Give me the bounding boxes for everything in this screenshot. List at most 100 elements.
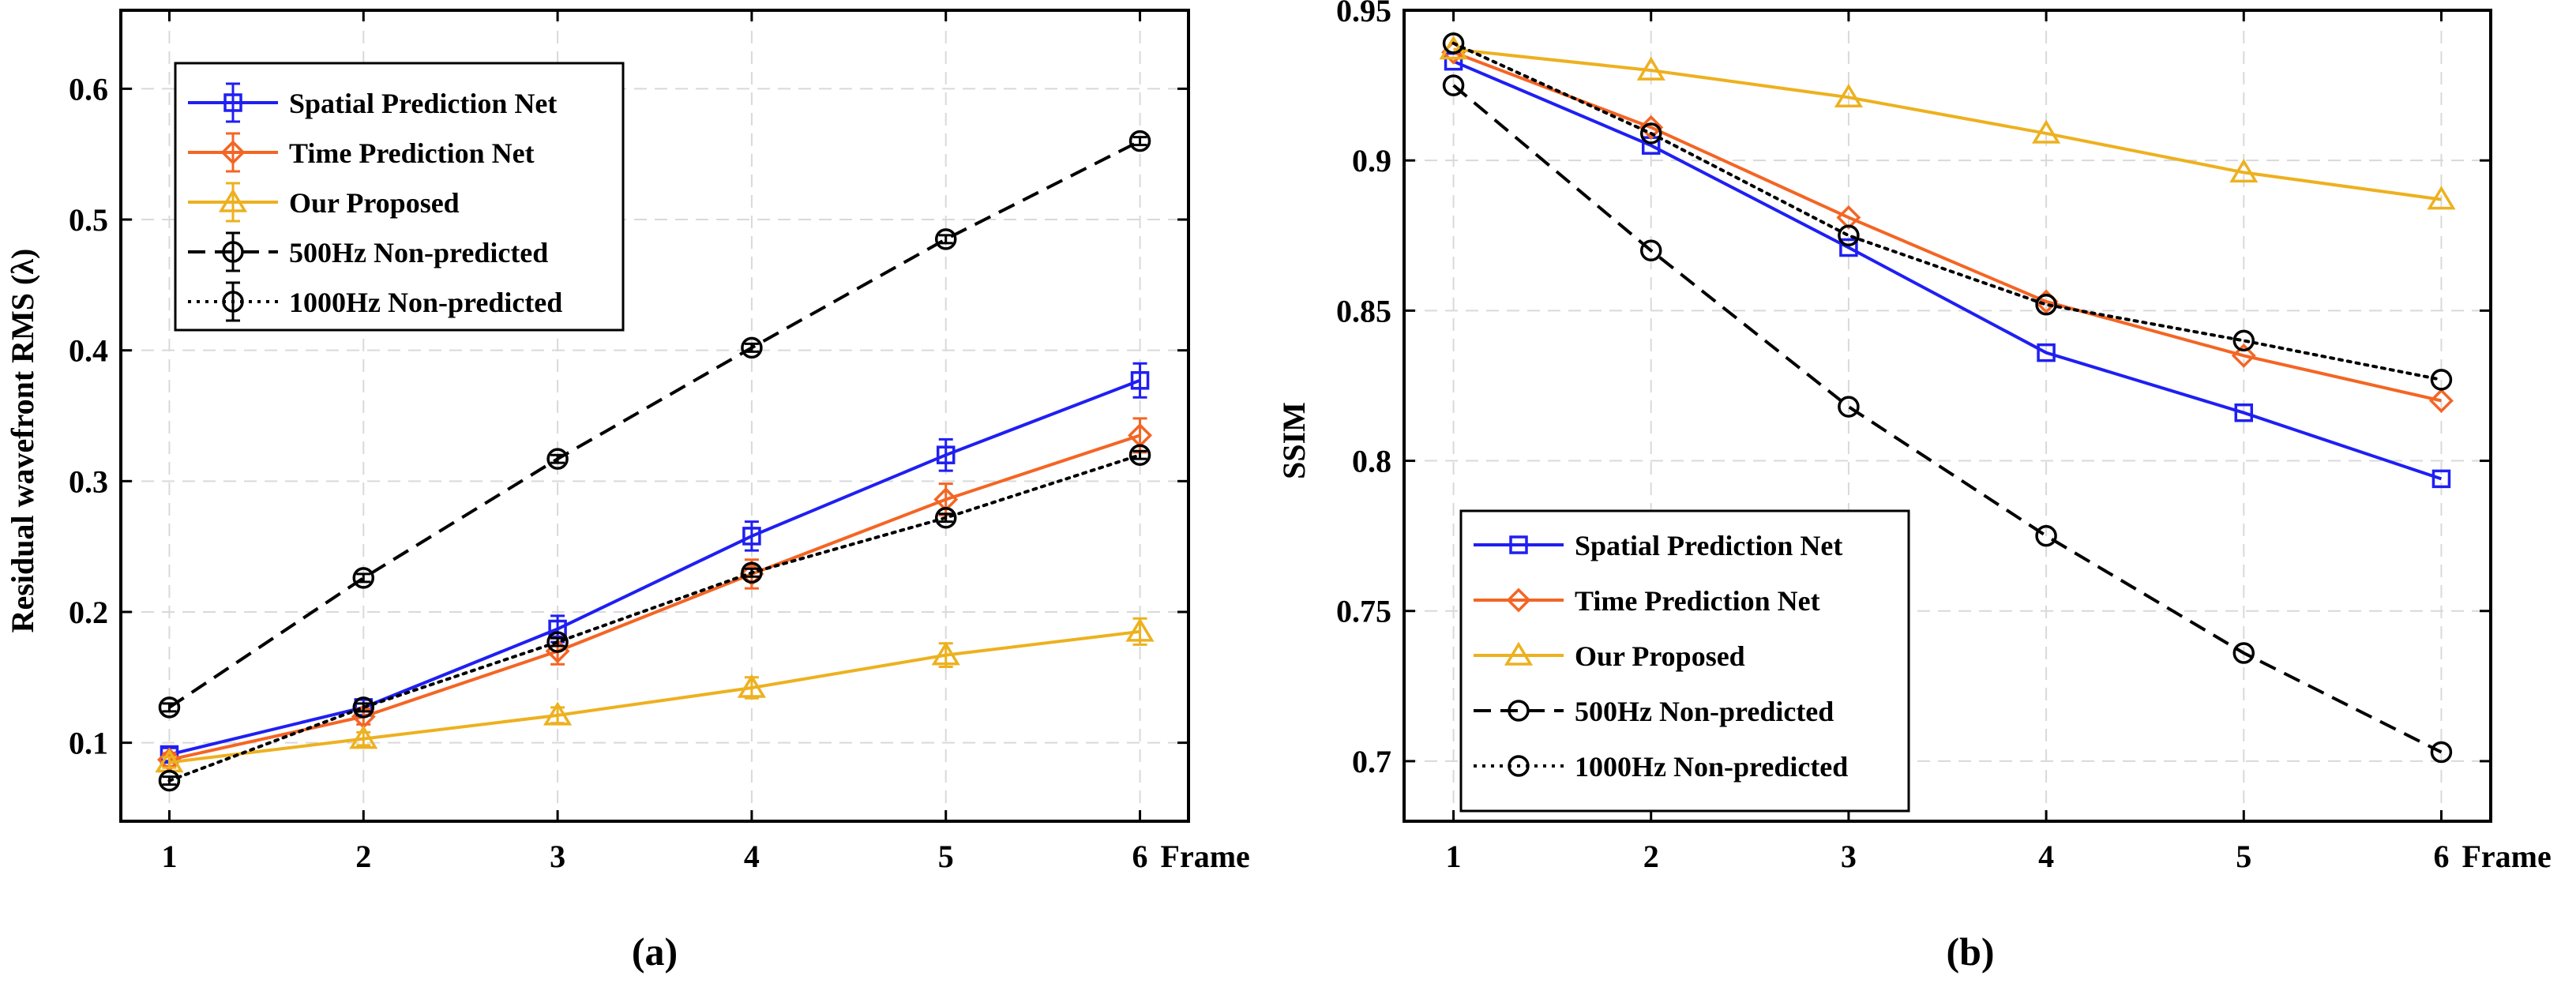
- legend-label: 500Hz Non-predicted: [289, 237, 548, 268]
- series-line: [169, 629, 1140, 764]
- legend: Spatial Prediction Net Time Prediction Ne…: [174, 62, 625, 332]
- y-tick-label: 0.6: [69, 71, 108, 107]
- data-point: [2430, 369, 2453, 391]
- x-tick-label: 6: [2433, 839, 2449, 874]
- data-point: [1834, 83, 1864, 108]
- data-point: [352, 696, 375, 719]
- panel-a-label: (a): [632, 929, 678, 974]
- data-point: [1128, 444, 1151, 466]
- y-tick-label: 0.4: [69, 333, 108, 369]
- data-point: [2229, 158, 2259, 183]
- series-line: [168, 139, 1141, 709]
- legend-swatch-marker: [223, 93, 242, 112]
- x-tick-label: 4: [2038, 839, 2054, 874]
- data-point: [931, 641, 960, 666]
- y-tick-label: 0.95: [1336, 0, 1391, 28]
- legend-swatch-marker: [1508, 755, 1530, 777]
- legend-label: Time Prediction Net: [289, 137, 535, 169]
- data-point: [546, 448, 569, 470]
- data-point: [548, 619, 567, 639]
- data-point: [2428, 389, 2454, 413]
- legend-label: 1000Hz Non-predicted: [1575, 751, 1848, 783]
- y-tick-label: 0.5: [69, 202, 108, 238]
- data-point: [2035, 524, 2057, 547]
- data-point: [546, 631, 569, 653]
- y-tick-label: 0.85: [1336, 293, 1391, 328]
- legend-label: Spatial Prediction Net: [1575, 530, 1842, 561]
- x-tick-label: 1: [161, 839, 177, 874]
- legend-swatch-marker: [1504, 641, 1534, 666]
- data-point: [2234, 403, 2254, 422]
- data-point: [933, 487, 959, 512]
- data-point: [1639, 114, 1664, 140]
- data-point: [741, 561, 763, 584]
- legend: Spatial Prediction Net Time Prediction Ne…: [1459, 509, 1910, 813]
- axes-box: [119, 9, 1190, 823]
- y-tick-label: 0.75: [1336, 594, 1391, 629]
- data-point: [1130, 371, 1150, 390]
- axes-box: [1403, 9, 2492, 823]
- data-point: [158, 769, 181, 792]
- series-spatial-prediction-net: [1444, 51, 2451, 489]
- data-point: [936, 445, 956, 464]
- x-tick-label: 3: [550, 839, 565, 874]
- series-our-proposed: [155, 617, 1155, 773]
- legend-box: [1459, 509, 1910, 813]
- data-point: [2232, 329, 2255, 352]
- data-point: [1838, 224, 1860, 247]
- series-line: [1452, 51, 2442, 403]
- series-line: [1451, 41, 2443, 381]
- legend-label: 500Hz Non-predicted: [1575, 696, 1834, 727]
- legend-swatch-marker: [1509, 535, 1528, 554]
- y-tick-label: 0.7: [1352, 744, 1391, 779]
- data-point: [1839, 238, 1858, 257]
- series-line: [167, 453, 1142, 783]
- series-line: [169, 434, 1141, 762]
- data-point: [737, 674, 766, 698]
- series-1000hz-non-predicted: [158, 444, 1151, 792]
- panel-b-label: (b): [1946, 929, 1994, 974]
- panel-a: (a) Residual wavefront RMS (λ) 1 2 3 4 5 6 Fra…: [5, 9, 1250, 974]
- data-point: [1125, 617, 1155, 642]
- y-tick-label: 0.9: [1352, 143, 1391, 178]
- legend-box: [174, 62, 625, 332]
- panel-b-y-axis-label: SSIM: [1276, 402, 1312, 479]
- data-point: [2431, 469, 2451, 489]
- data-point: [1636, 56, 1665, 81]
- x-tick-label: 5: [938, 839, 954, 874]
- data-point: [2031, 119, 2061, 144]
- legend-label: 1000Hz Non-predicted: [289, 287, 562, 318]
- data-point: [1128, 130, 1151, 152]
- series-line: [168, 378, 1141, 756]
- data-point: [2427, 186, 2456, 210]
- series-line: [1452, 84, 2443, 754]
- x-tick-label: 1: [1446, 839, 1462, 874]
- legend-swatch-marker: [1508, 700, 1530, 722]
- data-point: [1639, 239, 1662, 262]
- data-point: [934, 506, 957, 529]
- y-tick-label: 0.3: [69, 464, 108, 499]
- data-point: [2037, 343, 2056, 362]
- data-point: [934, 228, 957, 250]
- legend-label: Our Proposed: [1575, 640, 1745, 672]
- data-point: [2035, 294, 2057, 316]
- data-point: [158, 696, 181, 719]
- y-tick-label: 0.8: [1352, 444, 1391, 479]
- data-point: [1442, 32, 1465, 54]
- data-point: [742, 527, 761, 546]
- panel-a-y-axis-label: Residual wavefront RMS (λ): [5, 249, 40, 633]
- data-point: [2232, 642, 2255, 664]
- data-point: [1639, 122, 1662, 145]
- legend-swatch-marker: [218, 188, 248, 212]
- legend-swatch-marker: [1506, 587, 1531, 613]
- data-point: [1838, 396, 1860, 418]
- legend-swatch-marker: [222, 291, 244, 313]
- x-tick-label: 5: [2236, 839, 2251, 874]
- legend-swatch-marker: [220, 140, 246, 165]
- legend-label: Our Proposed: [289, 187, 460, 219]
- data-point: [349, 725, 378, 749]
- x-tick-label: 2: [1643, 839, 1659, 874]
- data-point: [1442, 74, 1465, 96]
- data-point: [2231, 343, 2256, 368]
